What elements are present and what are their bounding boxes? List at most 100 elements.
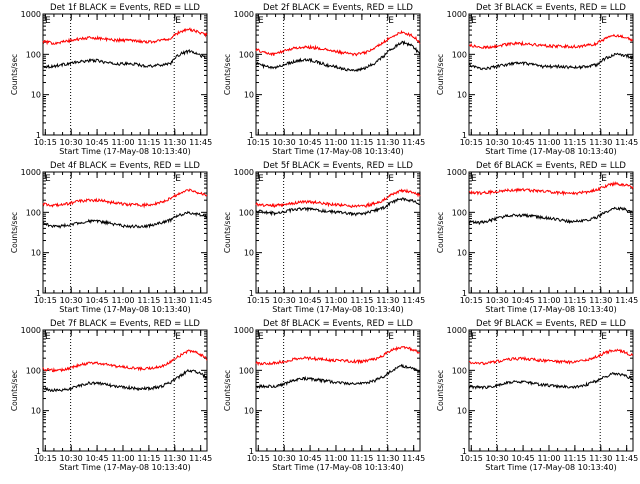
x-axis-label: Start Time (17-May-08 10:13:40)	[272, 305, 403, 314]
y-axis-label: Counts/sec	[436, 212, 445, 253]
events-series-line	[255, 363, 421, 390]
x-tick-label: 10:15	[460, 296, 483, 305]
x-axis-label: Start Time (17-May-08 10:13:40)	[59, 147, 190, 156]
y-axis-label: Counts/sec	[223, 212, 232, 253]
corner-marker-label: E	[258, 16, 264, 26]
y-tick-label: 1000	[234, 326, 254, 335]
y-tick-label: 10	[31, 407, 41, 416]
x-tick-label: 11:00	[111, 454, 134, 463]
x-tick-label: 11:45	[402, 138, 425, 147]
x-axis-label: Start Time (17-May-08 10:13:40)	[485, 305, 616, 314]
y-tick-label: 10	[31, 249, 41, 258]
x-tick-label: 10:30	[60, 138, 83, 147]
x-tick-label: 10:30	[60, 454, 83, 463]
y-tick-label: 100	[239, 208, 254, 217]
plot-frame	[42, 171, 208, 294]
plot-frame	[468, 329, 634, 452]
plot-frame	[468, 13, 634, 136]
corner-marker-label: E	[45, 332, 51, 342]
panel-title: Det 5f BLACK = Events, RED = LLD	[263, 161, 413, 171]
lld-series-line	[255, 345, 421, 367]
marker-label: E	[388, 174, 394, 184]
x-tick-label: 10:45	[86, 138, 109, 147]
x-tick-label: 10:15	[247, 138, 270, 147]
x-tick-label: 10:30	[486, 454, 509, 463]
marker-label: E	[601, 16, 607, 26]
x-tick-label: 11:45	[189, 454, 212, 463]
panel-title: Det 4f BLACK = Events, RED = LLD	[50, 161, 200, 171]
events-series-line	[42, 210, 208, 229]
panel-det-9f: Det 9f BLACK = Events, RED = LLD 1 10 100 10…	[436, 319, 638, 472]
x-tick-label: 10:45	[512, 138, 535, 147]
x-tick-label: 10:15	[460, 138, 483, 147]
x-tick-label: 11:30	[376, 296, 399, 305]
x-tick-label: 11:45	[189, 138, 212, 147]
marker-label: E	[388, 16, 394, 26]
y-tick-label: 1	[462, 447, 467, 456]
y-tick-label: 10	[457, 91, 467, 100]
x-tick-label: 10:15	[34, 296, 57, 305]
corner-marker-label: E	[471, 174, 477, 184]
x-tick-label: 11:30	[589, 138, 612, 147]
y-tick-label: 1000	[21, 326, 41, 335]
x-tick-label: 11:45	[189, 296, 212, 305]
panel-title: Det 6f BLACK = Events, RED = LLD	[476, 161, 626, 171]
x-tick-label: 11:15	[563, 138, 586, 147]
y-tick-label: 100	[239, 366, 254, 375]
x-tick-label: 10:15	[460, 454, 483, 463]
x-tick-label: 10:15	[247, 454, 270, 463]
x-tick-label: 10:45	[299, 454, 322, 463]
x-tick-label: 11:45	[402, 296, 425, 305]
marker-label: E	[388, 332, 394, 342]
y-axis-label: Counts/sec	[10, 54, 19, 95]
x-tick-label: 10:30	[273, 454, 296, 463]
y-tick-label: 1000	[447, 10, 467, 19]
y-tick-label: 100	[239, 50, 254, 59]
marker-label: E	[601, 174, 607, 184]
lld-series-line	[469, 181, 634, 197]
y-tick-label: 1000	[234, 168, 254, 177]
x-tick-label: 11:00	[324, 138, 347, 147]
x-tick-label: 11:30	[589, 454, 612, 463]
panel-title: Det 3f BLACK = Events, RED = LLD	[476, 3, 626, 13]
x-tick-label: 10:45	[512, 454, 535, 463]
x-tick-label: 11:00	[537, 454, 560, 463]
marker-label: E	[601, 332, 607, 342]
lld-series-line	[469, 33, 633, 50]
events-series-line	[42, 368, 208, 393]
y-tick-label: 1	[462, 131, 467, 140]
y-axis-label: Counts/sec	[223, 370, 232, 411]
y-tick-label: 1	[249, 447, 254, 456]
y-axis-label: Counts/sec	[10, 212, 19, 253]
events-series-line	[42, 48, 208, 69]
x-tick-label: 11:45	[615, 296, 638, 305]
x-tick-label: 11:30	[163, 138, 186, 147]
events-series-line	[255, 197, 421, 217]
x-tick-label: 11:15	[563, 296, 586, 305]
x-tick-label: 10:30	[486, 296, 509, 305]
x-tick-label: 10:45	[299, 296, 322, 305]
x-tick-label: 10:15	[34, 454, 57, 463]
lld-series-line	[42, 188, 208, 209]
plot-frame	[255, 13, 421, 136]
x-tick-label: 11:30	[589, 296, 612, 305]
x-tick-label: 11:00	[324, 296, 347, 305]
panel-det-2f: Det 2f BLACK = Events, RED = LLD 1 10 100 10…	[223, 3, 425, 156]
x-tick-label: 11:15	[137, 138, 160, 147]
marker-label: E	[175, 16, 181, 26]
x-tick-label: 10:15	[34, 138, 57, 147]
corner-marker-label: E	[471, 16, 477, 26]
y-tick-label: 1000	[447, 168, 467, 177]
plot-frame	[255, 171, 421, 294]
panel-title: Det 2f BLACK = Events, RED = LLD	[263, 3, 413, 13]
x-tick-label: 11:00	[324, 454, 347, 463]
y-tick-label: 1	[249, 131, 254, 140]
x-axis-label: Start Time (17-May-08 10:13:40)	[272, 463, 403, 472]
x-tick-label: 11:00	[537, 138, 560, 147]
x-tick-label: 11:15	[137, 454, 160, 463]
y-axis-label: Counts/sec	[10, 370, 19, 411]
corner-marker-label: E	[45, 174, 51, 184]
panel-det-5f: Det 5f BLACK = Events, RED = LLD 1 10 100 10…	[223, 161, 425, 314]
events-series-line	[255, 40, 421, 73]
